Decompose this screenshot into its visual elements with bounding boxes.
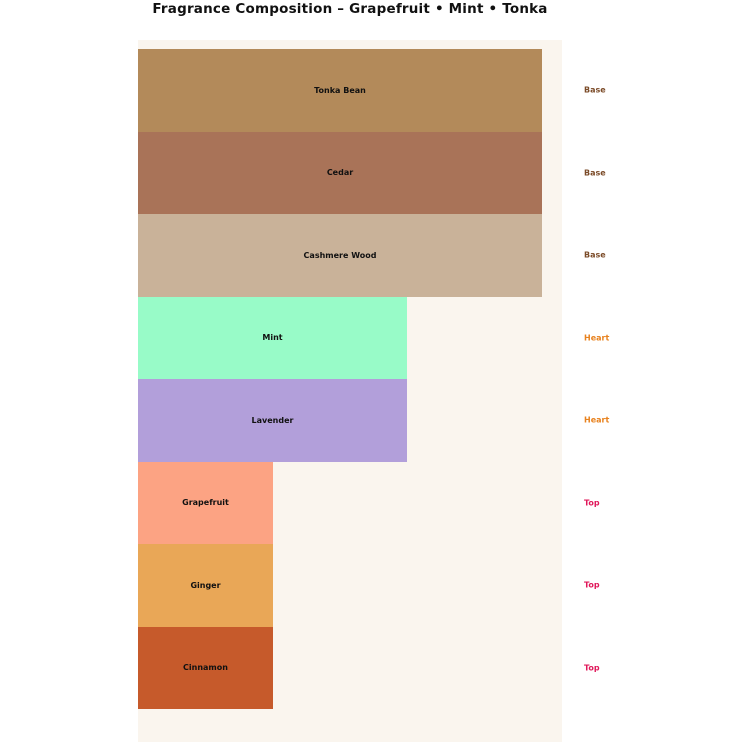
bar-cashmere-wood: Cashmere Wood — [138, 214, 542, 297]
bars-layer: Tonka Bean Cedar Cashmere Wood Mint Lavender… — [138, 40, 562, 742]
bar-label-ginger: Ginger — [190, 580, 221, 590]
bar-tonka-bean: Tonka Bean — [138, 49, 542, 132]
category-label-base-2: Base — [584, 250, 606, 260]
bar-cinnamon: Cinnamon — [138, 626, 273, 709]
bar-cedar: Cedar — [138, 131, 542, 214]
bar-lavender: Lavender — [138, 379, 407, 462]
bar-grapefruit: Grapefruit — [138, 461, 273, 544]
category-label-top-6: Top — [584, 580, 600, 590]
bar-label-lavender: Lavender — [251, 415, 294, 425]
bar-mint: Mint — [138, 296, 407, 379]
category-label-base-0: Base — [584, 85, 606, 95]
bar-ginger: Ginger — [138, 544, 273, 627]
bar-label-cinnamon: Cinnamon — [183, 663, 228, 673]
category-label-heart-4: Heart — [584, 415, 610, 425]
bar-label-tonka-bean: Tonka Bean — [314, 85, 366, 95]
bar-label-mint: Mint — [262, 333, 283, 343]
bar-label-cashmere-wood: Cashmere Wood — [303, 250, 377, 260]
bar-label-grapefruit: Grapefruit — [182, 498, 229, 508]
plot-area: Tonka Bean Cedar Cashmere Wood Mint Lavender… — [138, 40, 562, 742]
category-label-heart-3: Heart — [584, 333, 610, 343]
bar-label-cedar: Cedar — [326, 168, 354, 178]
category-label-base-1: Base — [584, 168, 606, 178]
category-label-top-5: Top — [584, 498, 600, 508]
category-label-top-7: Top — [584, 663, 600, 673]
chart-title: Fragrance Composition – Grapefruit • Min… — [152, 1, 548, 17]
